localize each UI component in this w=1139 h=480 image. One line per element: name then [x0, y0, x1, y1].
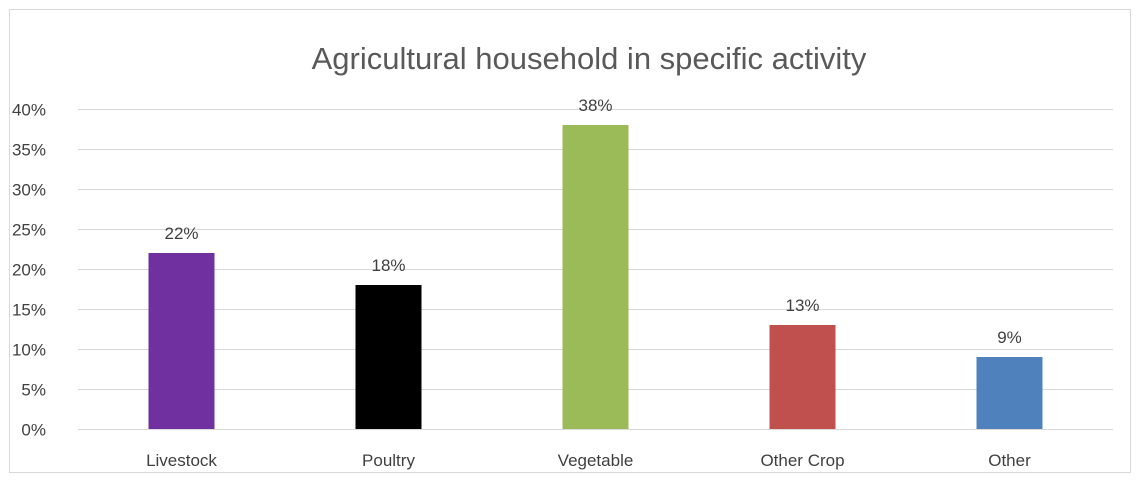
- y-tick-label: 20%: [12, 261, 46, 280]
- chart-title: Agricultural household in specific activ…: [312, 41, 867, 76]
- y-tick-label: 30%: [12, 181, 46, 200]
- data-label: 9%: [997, 328, 1022, 347]
- x-tick-label: Livestock: [146, 451, 217, 470]
- y-axis-tick-labels: 0% 5% 10% 15% 20% 25% 30% 35% 40%: [12, 101, 46, 440]
- data-label: 38%: [578, 96, 612, 115]
- data-label: 22%: [164, 224, 198, 243]
- x-tick-label: Other: [988, 451, 1031, 470]
- x-axis-category-labels: Livestock Poultry Vegetable Other Crop Other: [146, 451, 1031, 470]
- x-tick-label: Vegetable: [558, 451, 634, 470]
- bar: [148, 253, 215, 429]
- y-tick-label: 10%: [12, 341, 46, 360]
- y-tick-label: 25%: [12, 221, 46, 240]
- bar: [355, 285, 422, 429]
- y-tick-label: 0%: [21, 421, 46, 440]
- bar: [976, 357, 1043, 429]
- x-tick-label: Other Crop: [760, 451, 844, 470]
- data-label: 18%: [371, 256, 405, 275]
- data-label: 13%: [785, 296, 819, 315]
- bar: [562, 125, 629, 429]
- y-tick-label: 40%: [12, 101, 46, 120]
- y-tick-label: 5%: [21, 381, 46, 400]
- x-tick-label: Poultry: [362, 451, 415, 470]
- y-tick-label: 35%: [12, 141, 46, 160]
- y-tick-label: 15%: [12, 301, 46, 320]
- data-labels: 22% 18% 38% 13% 9%: [164, 96, 1021, 347]
- bar: [769, 325, 836, 429]
- bars: [148, 125, 1043, 429]
